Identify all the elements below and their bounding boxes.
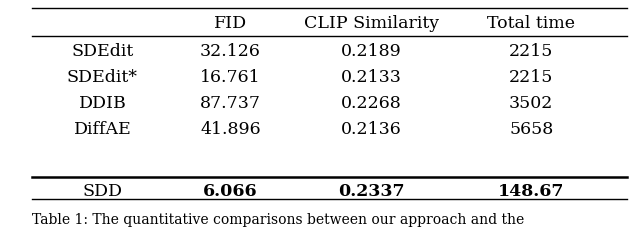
Text: SDEdit: SDEdit xyxy=(71,43,134,60)
Text: Table 1: The quantitative comparisons between our approach and the: Table 1: The quantitative comparisons be… xyxy=(32,212,524,226)
Text: 0.2337: 0.2337 xyxy=(338,183,404,200)
Text: 0.2189: 0.2189 xyxy=(341,43,401,60)
Text: 87.737: 87.737 xyxy=(200,95,261,112)
Text: FID: FID xyxy=(214,14,247,31)
Text: 0.2268: 0.2268 xyxy=(341,95,401,112)
Text: Total time: Total time xyxy=(487,14,575,31)
Text: 2215: 2215 xyxy=(509,43,554,60)
Text: 16.761: 16.761 xyxy=(200,69,260,86)
Text: 148.67: 148.67 xyxy=(498,183,564,200)
Text: 6.066: 6.066 xyxy=(203,183,258,200)
Text: DiffAE: DiffAE xyxy=(74,121,131,138)
Text: 0.2136: 0.2136 xyxy=(341,121,401,138)
Text: 32.126: 32.126 xyxy=(200,43,261,60)
Text: 3502: 3502 xyxy=(509,95,554,112)
Text: SDEdit*: SDEdit* xyxy=(67,69,138,86)
Text: CLIP Similarity: CLIP Similarity xyxy=(303,14,439,31)
Text: SDD: SDD xyxy=(83,183,122,200)
Text: 41.896: 41.896 xyxy=(200,121,260,138)
Text: 2215: 2215 xyxy=(509,69,554,86)
Text: DDIB: DDIB xyxy=(79,95,126,112)
Text: 5658: 5658 xyxy=(509,121,554,138)
Text: 0.2133: 0.2133 xyxy=(340,69,402,86)
